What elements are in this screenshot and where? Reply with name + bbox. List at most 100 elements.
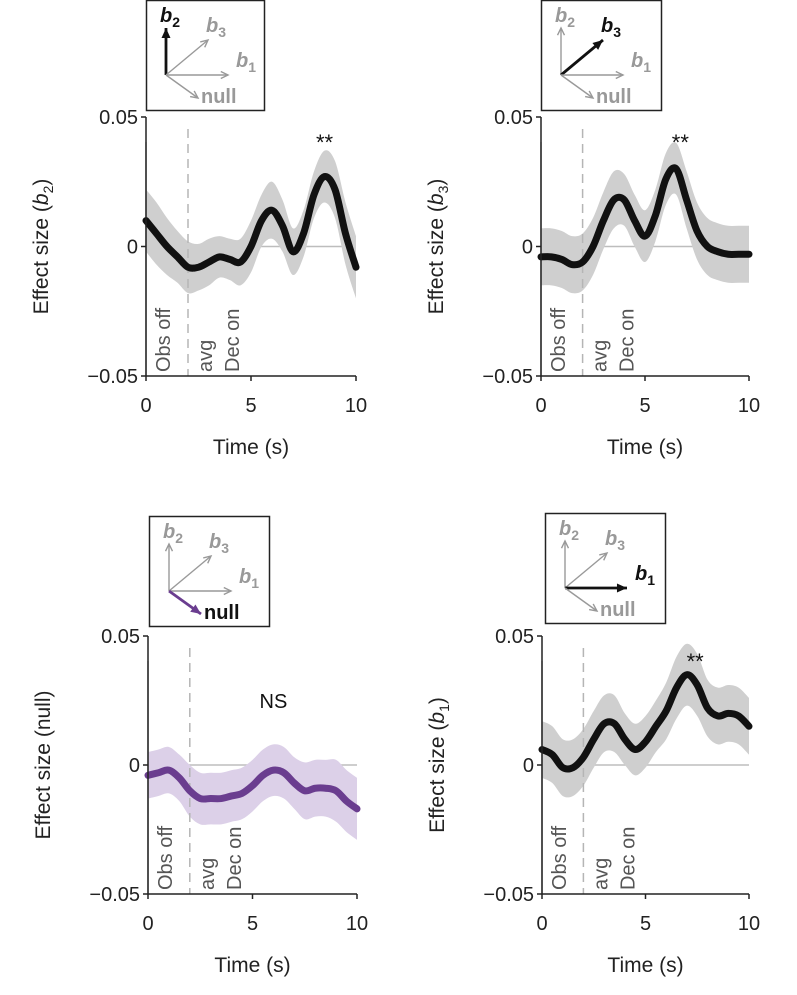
event-label-dec-on: Dec on — [617, 827, 639, 890]
inset-label-b3: b3 — [601, 15, 621, 40]
confidence-band — [146, 150, 356, 299]
significance-label: NS — [260, 691, 288, 713]
x-tick-label: 10 — [345, 395, 367, 417]
x-tick-label: 0 — [142, 913, 153, 935]
event-label-dec-on: Dec on — [224, 827, 246, 890]
inset-vector-b3 — [168, 555, 212, 592]
basis-inset: b2 b3 b1 null — [540, 0, 663, 112]
series-line-b2 — [142, 172, 360, 272]
x-axis-label: Time (s) — [213, 436, 289, 459]
inset-arrowhead-null — [190, 604, 201, 614]
inset-arrowhead-b1 — [615, 70, 625, 80]
basis-inset: b2 b3 b1 null — [544, 512, 667, 625]
inset-label-b2: b2 — [559, 518, 579, 543]
inset-label-b3: b3 — [206, 15, 226, 40]
inset-label-b1: b1 — [236, 50, 256, 75]
series-line-b3 — [537, 164, 753, 269]
y-tick-label: 0.05 — [495, 626, 534, 648]
inset-label-null: null — [600, 599, 636, 621]
inset-frame — [540, 0, 663, 112]
significance-label: ** — [672, 130, 690, 155]
inset-label-b1: b1 — [239, 566, 259, 591]
inset-arrowhead-b3 — [200, 38, 210, 48]
inset-arrowhead-b3 — [592, 40, 603, 50]
event-label-avg: avg — [195, 340, 217, 372]
significance-label: ** — [316, 130, 334, 155]
inset-arrowhead-b2 — [560, 539, 570, 549]
x-axis-label: Time (s) — [607, 436, 683, 459]
event-label-avg: avg — [197, 858, 219, 890]
y-tick-label: −0.05 — [482, 366, 533, 388]
inset-label-null: null — [596, 86, 632, 108]
inset-arrowhead-b3 — [203, 554, 213, 564]
inset-label-b3: b3 — [605, 528, 625, 553]
x-tick-label: 0 — [140, 395, 151, 417]
x-tick-label: 0 — [535, 395, 546, 417]
y-tick-label: 0 — [522, 237, 533, 259]
y-tick-label: 0 — [127, 237, 138, 259]
inset-arrowhead-b1 — [223, 586, 233, 596]
inset-arrowhead-b3 — [599, 551, 609, 561]
series-line-null — [144, 766, 361, 813]
x-tick-label: 10 — [738, 913, 760, 935]
x-tick-label: 5 — [245, 395, 256, 417]
confidence-band — [542, 643, 749, 798]
inset-label-b1: b1 — [635, 563, 655, 588]
y-tick-label: 0.05 — [99, 107, 138, 129]
inset-vector-null — [564, 587, 598, 612]
inset-arrowhead-null — [189, 90, 200, 99]
inset-arrowhead-b2 — [164, 542, 174, 552]
confidence-band — [541, 142, 749, 294]
y-tick-label: −0.05 — [483, 884, 534, 906]
event-label-obs-off: Obs off — [153, 307, 175, 372]
y-tick-label: −0.05 — [87, 366, 138, 388]
inset-vector-null — [165, 74, 199, 99]
inset-arrowhead-b2 — [161, 28, 171, 39]
x-tick-label: 5 — [639, 395, 650, 417]
inset-vector-b3 — [165, 39, 209, 76]
inset-arrowhead-b1 — [220, 70, 230, 80]
series-line-b1 — [538, 671, 753, 773]
x-axis-label: Time (s) — [607, 954, 683, 977]
y-axis-label: Effect size (b2) — [30, 179, 56, 315]
y-axis-label: Effect size (b1) — [426, 697, 452, 833]
basis-inset: b2 b3 b1 null — [148, 515, 271, 628]
inset-label-null: null — [201, 86, 237, 108]
x-tick-label: 5 — [247, 913, 258, 935]
inset-label-b2: b2 — [163, 521, 183, 546]
event-label-obs-off: Obs off — [549, 825, 571, 890]
inset-arrowhead-b1 — [616, 583, 627, 593]
y-tick-label: −0.05 — [89, 884, 140, 906]
y-tick-label: 0 — [129, 755, 140, 777]
y-tick-label: 0 — [523, 755, 534, 777]
x-tick-label: 10 — [738, 395, 760, 417]
inset-label-b1: b1 — [631, 50, 651, 75]
inset-vector-b3 — [564, 552, 608, 589]
event-label-obs-off: Obs off — [155, 825, 177, 890]
inset-arrowhead-null — [588, 603, 599, 612]
event-label-avg: avg — [590, 340, 612, 372]
inset-vector-null — [560, 74, 594, 99]
inset-label-null: null — [204, 602, 240, 624]
inset-label-b2: b2 — [160, 5, 180, 30]
inset-arrowhead-b2 — [556, 26, 566, 36]
x-tick-label: 10 — [346, 913, 368, 935]
event-label-dec-on: Dec on — [617, 309, 639, 372]
x-tick-label: 0 — [536, 913, 547, 935]
y-tick-label: 0.05 — [101, 626, 140, 648]
event-label-avg: avg — [590, 858, 612, 890]
x-axis-label: Time (s) — [214, 954, 290, 977]
event-label-dec-on: Dec on — [222, 309, 244, 372]
inset-label-b2: b2 — [555, 5, 575, 30]
basis-inset: b2 b3 b1 null — [145, 0, 266, 112]
y-axis-label: Effect size (null) — [32, 691, 55, 840]
inset-arrowhead-null — [584, 90, 595, 99]
confidence-band — [148, 744, 357, 840]
inset-label-b3: b3 — [209, 531, 229, 556]
significance-label: ** — [687, 649, 705, 674]
y-axis-label: Effect size (b3) — [425, 179, 451, 315]
